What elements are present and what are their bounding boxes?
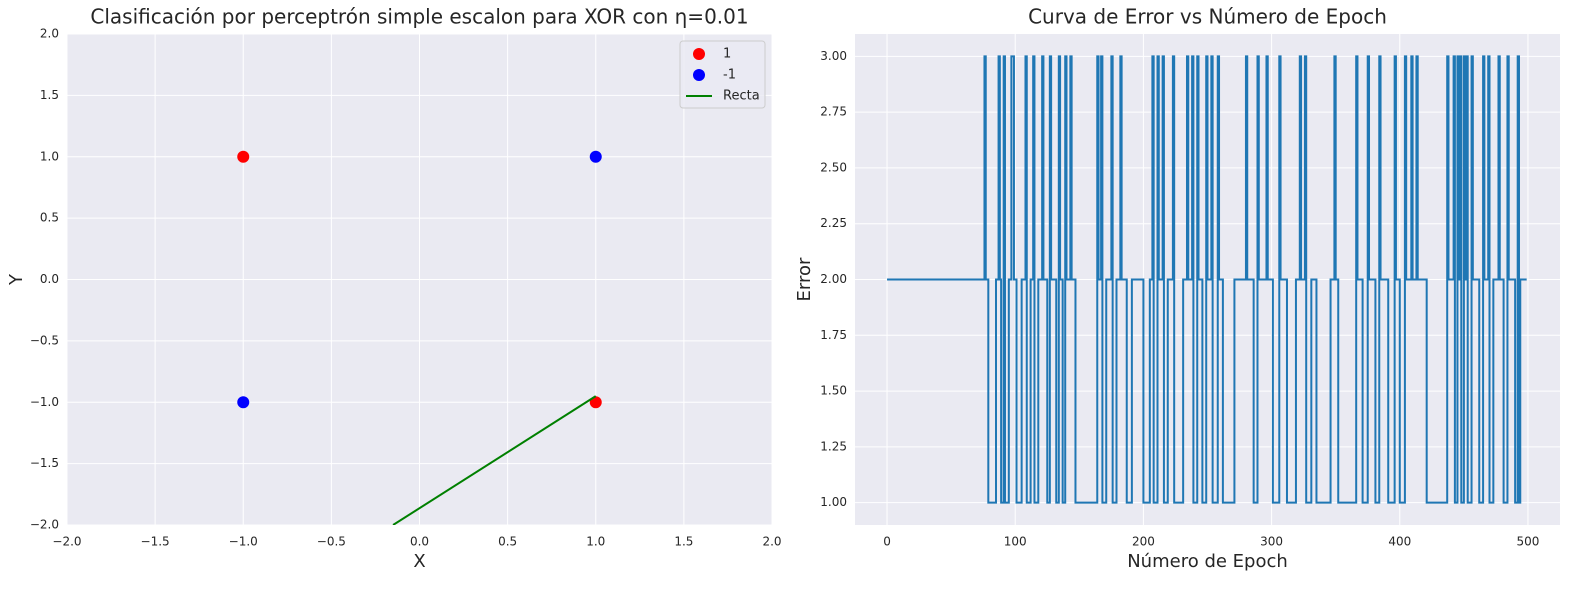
y-tick-label: −1.0 — [30, 395, 59, 409]
panel: −2.0 −1.5 −1.0 −0.5 0.0 0.5 1.0 1.5 2.0 −2.0 −1.5 −… — [6, 5, 782, 573]
y-tick-label: 2.0 — [40, 27, 59, 41]
y-tick-label: 2.75 — [820, 105, 847, 119]
x-tick-label: −0.5 — [317, 535, 346, 549]
y-tick-label: 1.0 — [40, 149, 59, 163]
panel: 0 100 200 300 400 500 1.00 1.25 1.50 1.75 2.00 2.25… — [794, 5, 1560, 572]
legend-label: 1 — [723, 47, 731, 62]
point — [589, 396, 602, 409]
legend-swatch — [693, 48, 705, 60]
x-tick-label: 2.0 — [762, 535, 781, 549]
legend-label: -1 — [723, 68, 736, 83]
line — [392, 395, 597, 525]
x-tick-label: −1.0 — [229, 535, 258, 549]
x-tick-label: 100 — [1004, 535, 1027, 549]
y-axis-label: Y — [6, 273, 27, 286]
plot — [237, 150, 602, 525]
line — [887, 55, 1527, 504]
legend: 1 -1 Recta — [679, 40, 766, 109]
x-tick-label: 0.0 — [410, 535, 429, 549]
y-tick-label: 3.00 — [820, 49, 847, 63]
x-tick-label: 300 — [1260, 535, 1283, 549]
y-tick-label: −0.5 — [30, 333, 59, 347]
point — [589, 150, 602, 163]
chart-title: Curva de Error vs Número de Epoch — [1028, 5, 1387, 29]
y-tick-label: 2.50 — [820, 160, 847, 174]
x-tick-label: 1.0 — [586, 535, 605, 549]
y-tick-label: −1.5 — [30, 456, 59, 470]
x-tick-label: −2.0 — [52, 535, 81, 549]
x-tick-label: −1.5 — [141, 535, 170, 549]
chart-title: Clasificación por perceptrón simple esca… — [90, 5, 748, 29]
legend-label: Recta — [723, 89, 760, 104]
y-tick-label: 2.25 — [820, 216, 847, 230]
y-tick-label: 0.5 — [40, 211, 59, 225]
y-tick-label: 0.0 — [40, 272, 59, 286]
x-tick-label: 200 — [1132, 535, 1155, 549]
y-tick-label: −2.0 — [30, 518, 59, 532]
x-axis-label: X — [413, 551, 425, 572]
x-tick-label: 500 — [1517, 535, 1540, 549]
plot — [887, 55, 1527, 504]
x-tick-label: 0 — [883, 535, 891, 549]
x-tick-label: 1.5 — [674, 535, 693, 549]
y-tick-label: 1.50 — [820, 384, 847, 398]
y-tick-label: 1.5 — [40, 88, 59, 102]
x-axis-label: Número de Epoch — [1127, 551, 1288, 572]
y-tick-label: 1.75 — [820, 328, 847, 342]
point — [237, 150, 250, 163]
y-axis-label: Error — [794, 257, 815, 301]
y-tick-label: 1.00 — [820, 495, 847, 509]
x-tick-label: 0.5 — [498, 535, 517, 549]
y-tick-label: 2.00 — [820, 272, 847, 286]
legend-swatch — [693, 69, 705, 81]
x-tick-label: 400 — [1388, 535, 1411, 549]
y-tick-label: 1.25 — [820, 439, 847, 453]
point — [237, 396, 250, 409]
